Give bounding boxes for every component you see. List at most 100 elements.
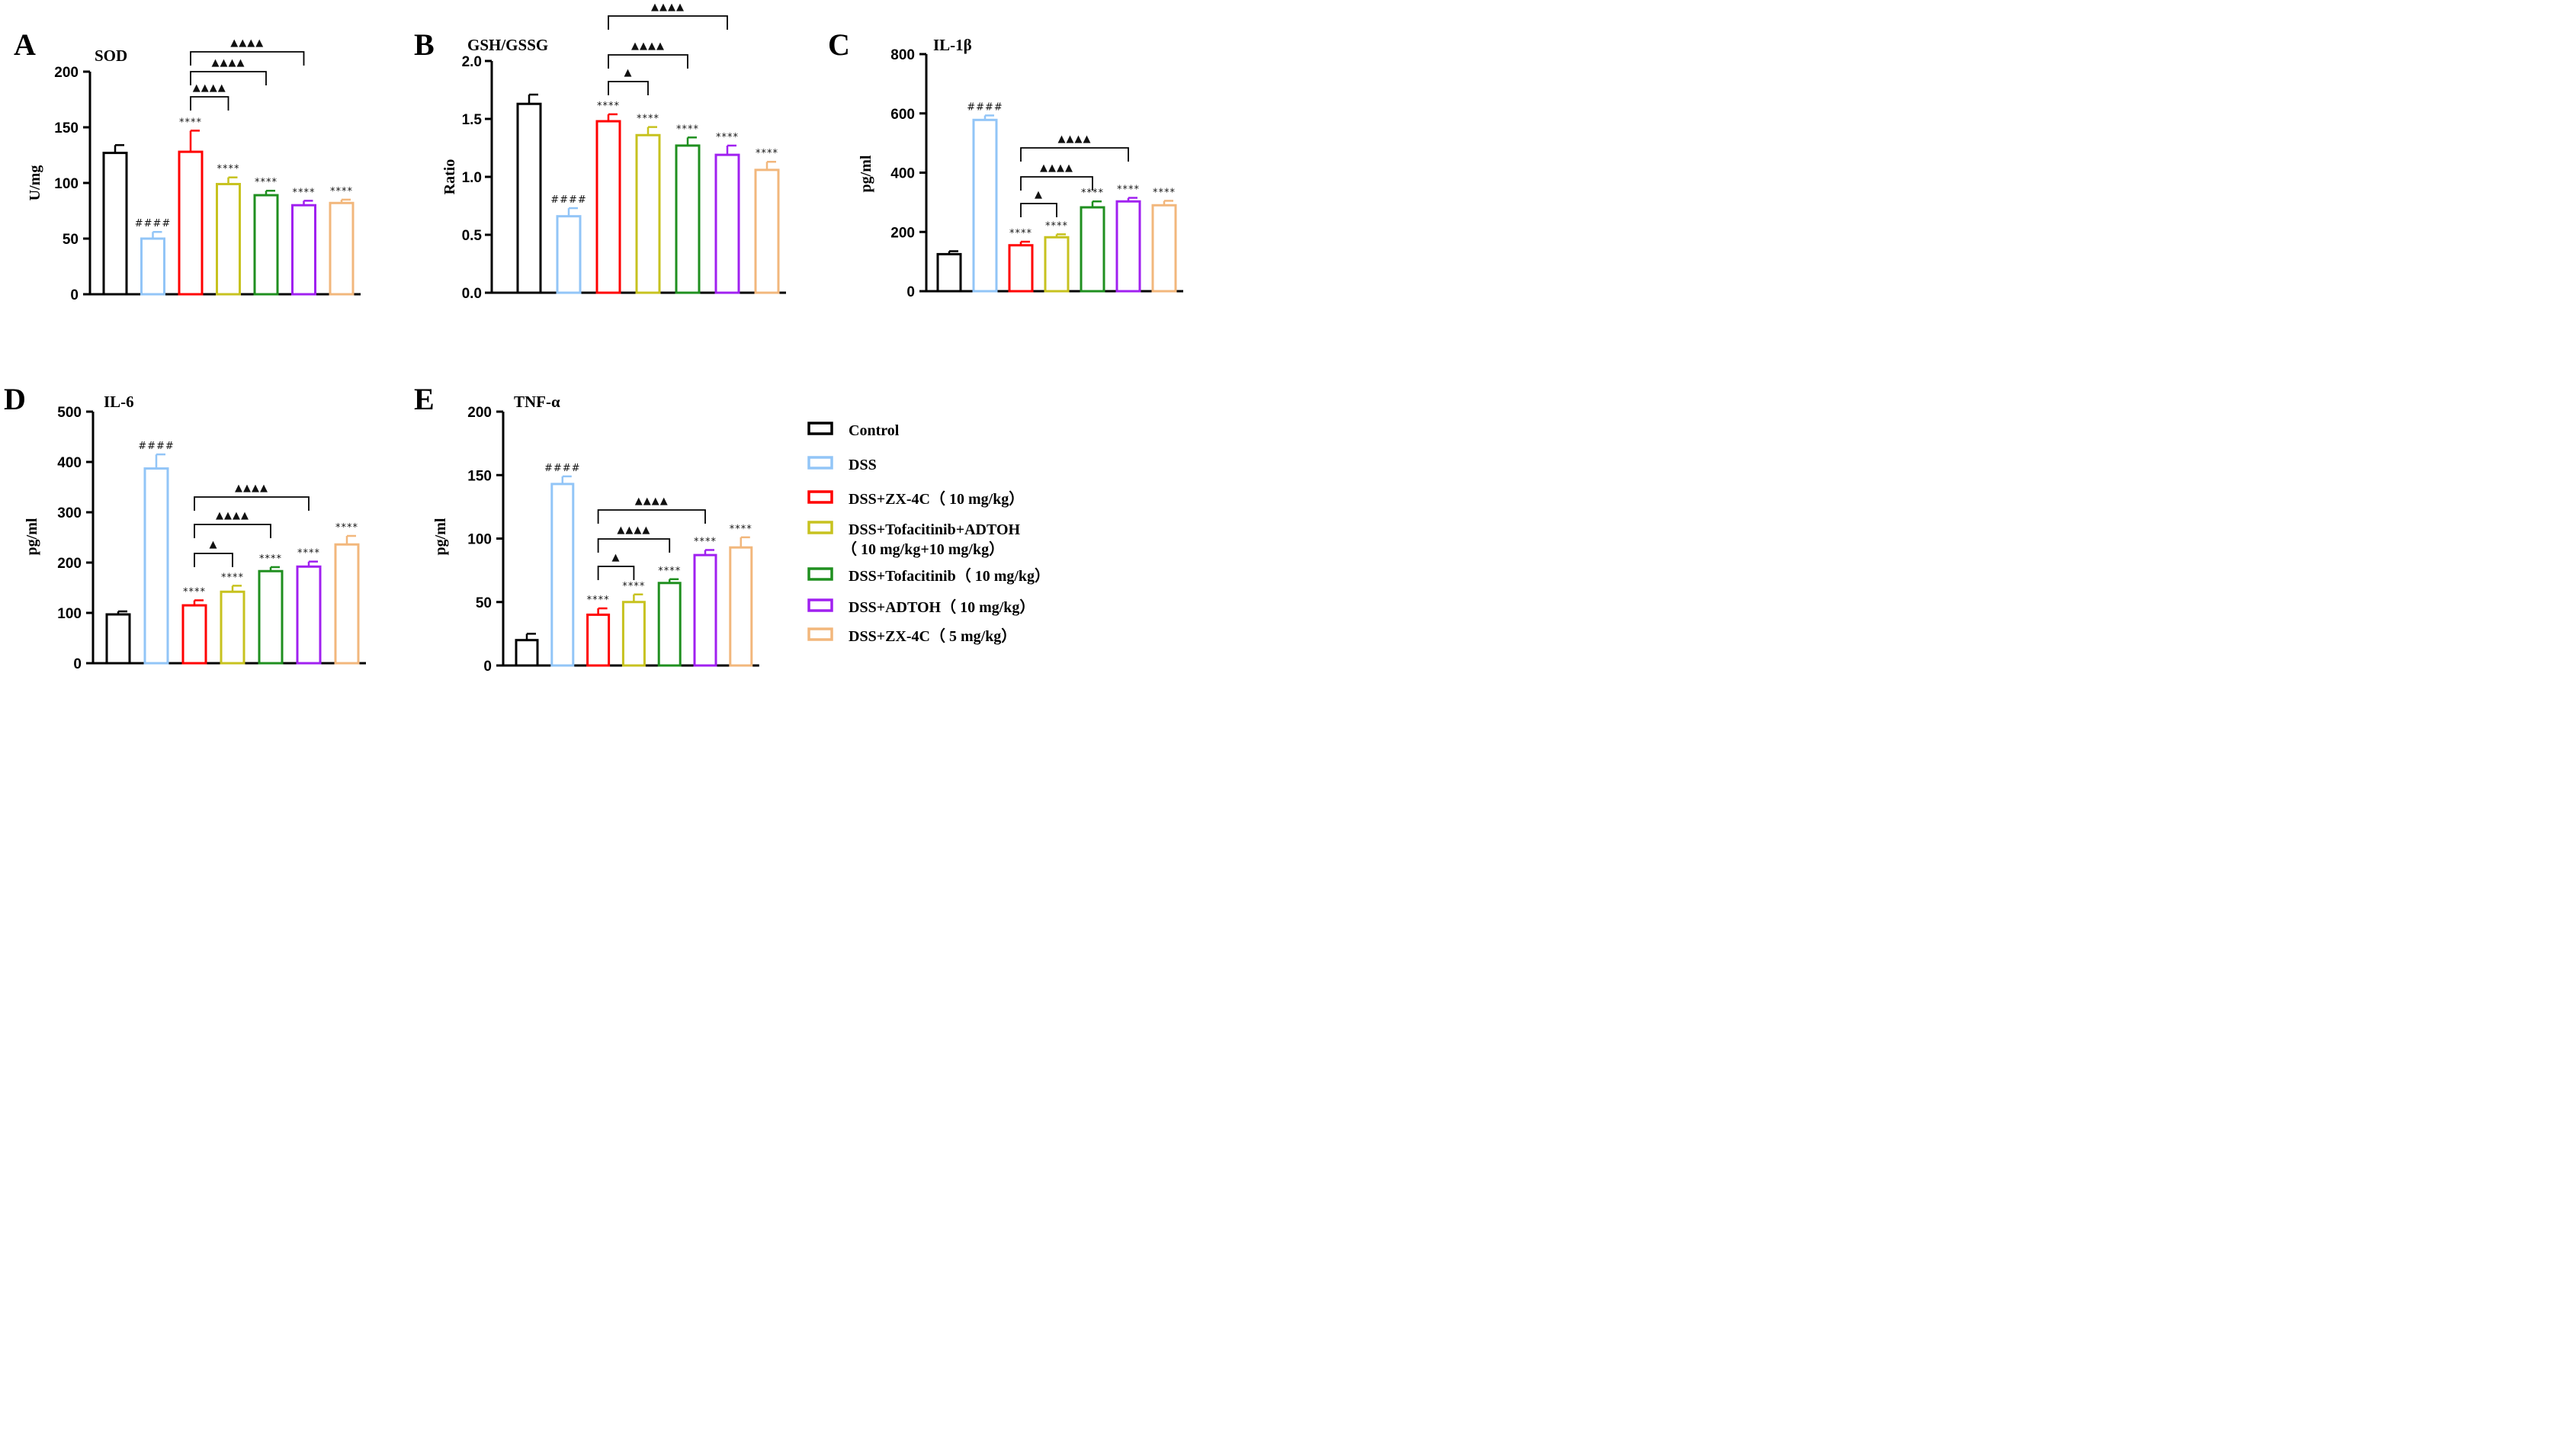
y-tick-label: 600 xyxy=(890,107,915,123)
bar-5 xyxy=(253,194,279,296)
legend-swatch xyxy=(807,627,833,641)
legend-swatch xyxy=(807,598,833,612)
significance-label: **** xyxy=(1045,220,1068,232)
panel-D: D IL-6 pg/ml 0 100 200 300 400 500 #### **** **** **… xyxy=(4,382,366,672)
legend: Control DSS DSS+ZX-4C（ 10 mg/kg） DSS+Tofaci… xyxy=(807,422,1050,645)
significance-label: #### xyxy=(550,194,587,206)
bar-2 xyxy=(143,467,169,665)
y-tick-label: 50 xyxy=(476,595,492,611)
bar-1 xyxy=(515,639,539,667)
significance-label: **** xyxy=(1153,187,1176,198)
bar-3 xyxy=(586,613,611,667)
significance-label: **** xyxy=(255,177,278,188)
comparison-bracket xyxy=(597,566,635,580)
comparison-bracket xyxy=(1020,147,1129,162)
y-tick-label: 150 xyxy=(467,468,492,484)
bar-4 xyxy=(1044,236,1070,293)
y-tick-label: 1.0 xyxy=(462,170,482,186)
significance-label: **** xyxy=(1117,184,1140,196)
significance-label: #### xyxy=(544,463,581,474)
panel-letter: C xyxy=(828,27,850,62)
bar-2 xyxy=(140,237,165,296)
chart-title: GSH/GSSG xyxy=(467,36,548,54)
bar-5 xyxy=(1080,206,1105,293)
significance-label: **** xyxy=(221,572,244,583)
y-tick-label: 200 xyxy=(467,405,492,421)
panel-B: B GSH/GSSG Ratio 0.0 0.5 1.0 1.5 2.0 #### **** ***… xyxy=(414,2,786,302)
bracket-label: ▲ xyxy=(612,552,621,563)
significance-label: #### xyxy=(967,101,1003,113)
comparison-bracket xyxy=(194,524,271,538)
bar-6 xyxy=(296,565,322,665)
y-tick-label: 0 xyxy=(906,284,915,300)
legend-label: DSS+Tofacitinib+ADTOH xyxy=(849,521,1021,538)
significance-label: **** xyxy=(1081,188,1104,199)
bar-7 xyxy=(1151,204,1177,293)
significance-label: **** xyxy=(694,536,717,547)
panel-letter: E xyxy=(414,382,435,416)
significance-label: **** xyxy=(297,548,320,560)
bar-5 xyxy=(657,582,682,667)
legend-swatch xyxy=(807,422,833,435)
bar-3 xyxy=(595,120,621,294)
chart-title: IL-6 xyxy=(104,393,134,411)
significance-label: #### xyxy=(135,218,172,229)
bracket-label: ▲ xyxy=(1035,189,1043,200)
bar-6 xyxy=(291,204,316,296)
chart-title: IL-1β xyxy=(933,36,972,54)
legend-label-line2: （ 10 mg/kg+10 mg/kg） xyxy=(842,540,1004,558)
y-tick-label: 50 xyxy=(63,232,79,248)
significance-label: **** xyxy=(179,117,202,128)
y-tick-label: 200 xyxy=(57,556,82,572)
y-axis-label: pg/ml xyxy=(858,155,874,192)
comparison-bracket xyxy=(194,553,233,567)
y-tick-label: 100 xyxy=(467,532,492,548)
comparison-bracket xyxy=(597,509,706,524)
legend-label: DSS+ZX-4C（ 10 mg/kg） xyxy=(849,490,1024,508)
significance-label: **** xyxy=(183,587,206,598)
bar-1 xyxy=(102,152,128,296)
bar-1 xyxy=(516,102,542,294)
y-axis-label: pg/ml xyxy=(432,518,449,555)
comparison-bracket xyxy=(608,15,728,30)
significance-label: **** xyxy=(756,148,778,159)
legend-swatch xyxy=(807,521,833,534)
y-tick-label: 100 xyxy=(57,606,82,622)
bar-7 xyxy=(729,546,753,667)
bar-7 xyxy=(754,168,780,294)
bar-1 xyxy=(105,613,131,665)
figure-canvas: A SOD U/mg 0 50 100 150 200 #### **** **** **** ****… xyxy=(4,2,1183,675)
bar-7 xyxy=(329,201,355,296)
y-tick-label: 400 xyxy=(890,166,915,182)
bracket-label: ▲▲▲▲ xyxy=(631,40,665,52)
bracket-label: ▲▲▲▲ xyxy=(1040,162,1073,174)
bracket-label: ▲ xyxy=(210,539,218,550)
significance-label: **** xyxy=(1009,228,1032,239)
bar-6 xyxy=(693,553,717,667)
significance-label: **** xyxy=(658,566,681,577)
significance-label: **** xyxy=(637,114,659,125)
y-tick-label: 100 xyxy=(54,176,79,192)
y-axis-label: U/mg xyxy=(27,165,43,201)
bar-7 xyxy=(334,543,360,665)
legend-label: DSS+ZX-4C（ 5 mg/kg） xyxy=(849,627,1016,645)
bracket-label: ▲▲▲▲ xyxy=(235,483,268,494)
y-tick-label: 0 xyxy=(73,656,82,672)
significance-label: **** xyxy=(597,101,620,112)
panel-C: C IL-1β pg/ml 0 200 400 600 800 #### **** **** ****… xyxy=(828,27,1183,300)
comparison-bracket xyxy=(194,496,310,511)
bar-4 xyxy=(621,601,646,667)
bracket-label: ▲▲▲▲ xyxy=(635,495,669,507)
chart-title: TNF-α xyxy=(514,393,560,411)
bar-4 xyxy=(216,182,241,296)
significance-label: **** xyxy=(587,595,610,606)
significance-label: **** xyxy=(622,581,645,592)
y-tick-label: 150 xyxy=(54,120,79,136)
y-tick-label: 800 xyxy=(890,47,915,63)
significance-label: **** xyxy=(259,553,282,565)
panel-letter: A xyxy=(14,27,36,62)
significance-label: #### xyxy=(138,441,175,452)
bar-6 xyxy=(714,153,740,294)
y-tick-label: 1.5 xyxy=(462,112,483,128)
legend-label: DSS xyxy=(849,457,877,473)
